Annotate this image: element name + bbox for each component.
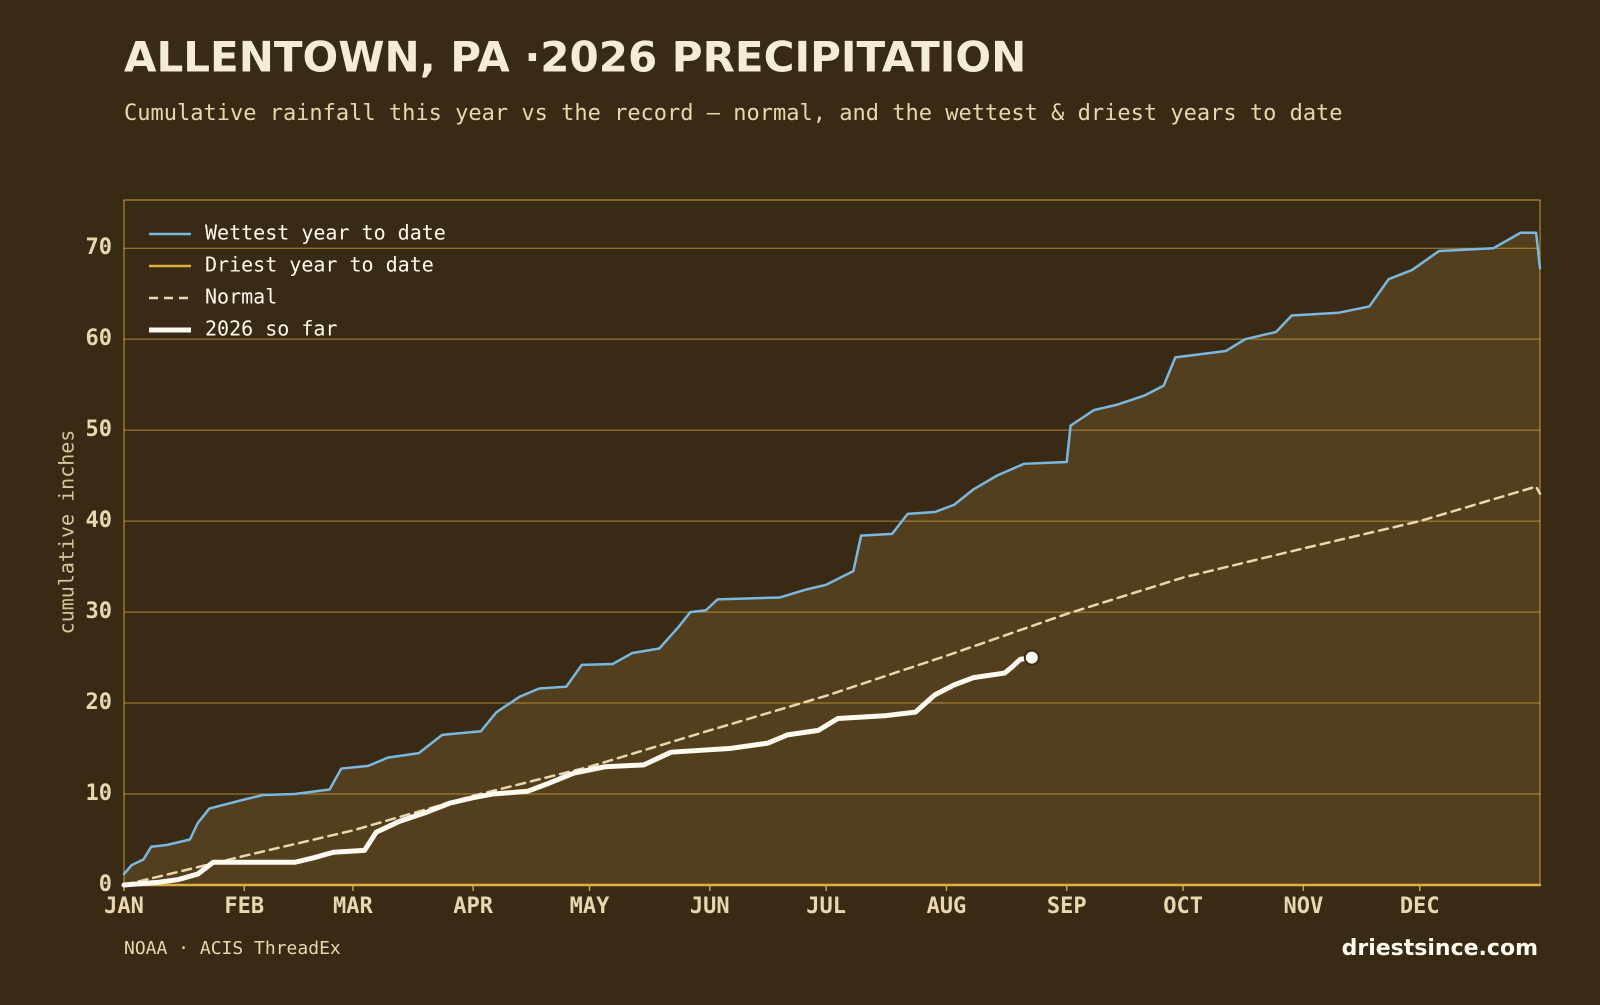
chart-subtitle: Cumulative rainfall this year vs the rec… (124, 101, 1343, 126)
y-tick-label: 50 (86, 417, 113, 442)
x-tick-label: OCT (1163, 894, 1203, 919)
y-tick-label: 60 (86, 326, 113, 351)
y-tick-label: 20 (86, 690, 113, 715)
x-tick-label: APR (453, 894, 493, 919)
range-fill (124, 232, 1540, 885)
latest-point (1023, 649, 1040, 666)
x-tick-label: NOV (1283, 894, 1323, 919)
y-axis-label: cumulative inches (55, 430, 79, 635)
y-tick-label: 30 (86, 599, 113, 624)
y-tick-label: 10 (86, 781, 113, 806)
x-tick-label: JAN (104, 894, 144, 919)
x-tick-label: MAR (333, 894, 373, 919)
legend-label: 2026 so far (205, 317, 337, 341)
x-tick-label: MAY (570, 894, 610, 919)
source-note: NOAA · ACIS ThreadEx (124, 938, 341, 959)
chart-title: ALLENTOWN, PA ·2026 PRECIPITATION (124, 33, 1026, 82)
x-tick-label: JUL (806, 894, 846, 919)
legend-label: Normal (205, 285, 277, 309)
x-tick-label: DEC (1400, 894, 1440, 919)
y-tick-label: 70 (86, 235, 113, 260)
x-tick-label: SEP (1047, 894, 1087, 919)
series-line (122, 485, 1542, 887)
x-tick-label: FEB (224, 894, 264, 919)
x-tick-label: JUN (690, 894, 730, 919)
legend-label: Wettest year to date (205, 221, 446, 245)
series-line (121, 655, 1035, 888)
series-line (122, 231, 1542, 876)
y-tick-label: 0 (99, 872, 112, 897)
y-tick-label: 40 (86, 508, 113, 533)
x-tick-label: AUG (927, 894, 967, 919)
site-name: driestsince.com (1342, 936, 1538, 961)
legend-label: Driest year to date (205, 253, 434, 277)
